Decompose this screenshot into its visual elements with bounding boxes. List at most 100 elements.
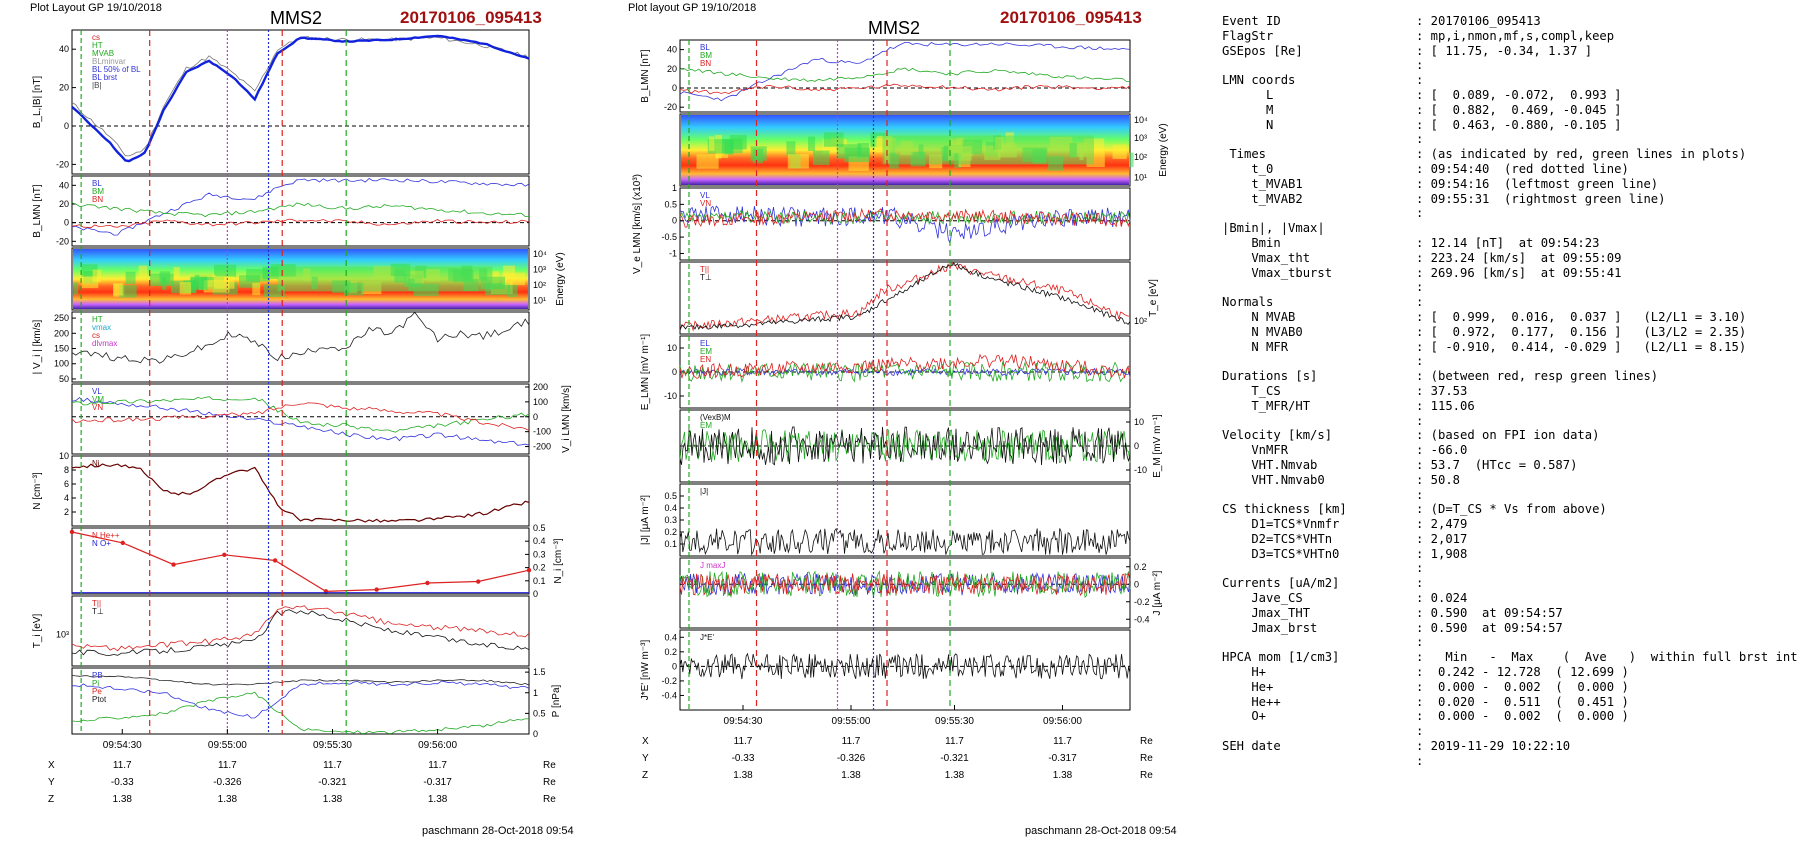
info-value: : 0.000 - 0.002 ( 0.000 ) (1416, 709, 1629, 724)
info-value: : [ 0.999, 0.016, 0.037 ] (L2/L1 = 3.10) (1416, 309, 1747, 324)
series-ni (71, 463, 530, 523)
series-t- (71, 605, 530, 652)
series-bl-brst (71, 34, 530, 163)
y-axis-label: P [nPa] (551, 684, 562, 717)
info-key: T_CS (1222, 383, 1281, 398)
info-value: : 2019-11-29 10:22:10 (1416, 739, 1571, 754)
y-tick-label: -0.4 (1134, 614, 1150, 624)
series-en (679, 353, 1131, 379)
info-value: : 09:54:40 (red dotted line) (1416, 161, 1629, 176)
y-tick-label: 8 (64, 465, 69, 475)
ephem-value: 1.38 (428, 794, 448, 805)
x-tick-label: 09:55:30 (313, 740, 352, 751)
spectrogram-patch (113, 282, 123, 296)
spectrogram-patch (213, 276, 235, 289)
ephem-value: 11.7 (734, 736, 753, 747)
y-axis-label: V_e LMN [km/s] (x10³) (632, 174, 643, 274)
legend-entry: BM (700, 51, 712, 60)
series--vexb-m (679, 426, 1131, 466)
legend-entry: BM (92, 187, 104, 196)
info-key: D1=TCS*Vnmfr (1222, 517, 1340, 532)
x-tick-label: 09:56:00 (418, 740, 457, 751)
info-row: FlagStr: mp,i,nmon,mf,s,compl,keep (1222, 29, 1792, 44)
info-key: t_MVAB2 (1222, 191, 1303, 206)
series-t- (679, 261, 1131, 332)
y-tick-label: 2 (64, 507, 69, 517)
info-row: Normals: (1222, 295, 1792, 310)
info-key: Jmax_brst (1222, 620, 1318, 635)
left-header-event: 20170106_095413 (400, 8, 542, 27)
panel-frame (71, 455, 530, 527)
info-value: : 0.000 - 0.002 ( 0.000 ) (1416, 679, 1629, 694)
series-pi (71, 691, 530, 734)
legend-entry: T|| (700, 265, 709, 274)
y-tick-label: 0.2 (533, 563, 546, 573)
info-row: Currents [uA/m2]: (1222, 576, 1792, 591)
series-ptot (71, 675, 530, 686)
spectrogram-patch (150, 273, 174, 287)
spectrogram-patch (823, 132, 844, 147)
y-tick-label: 10¹ (533, 296, 546, 306)
ephem-value: 11.7 (113, 760, 132, 771)
y-tick-label: 10¹ (1134, 172, 1147, 182)
ephem-unit: Re (543, 794, 556, 805)
y-tick-label: 0 (672, 216, 677, 226)
info-key: Jave_CS (1222, 591, 1303, 606)
info-key: FlagStr (1222, 28, 1274, 43)
info-row: He+: 0.000 - 0.002 ( 0.000 ) (1222, 680, 1792, 695)
info-key: Normals (1222, 295, 1274, 310)
panel-frame (679, 39, 1131, 113)
legend-entry: (VexB)M (700, 413, 731, 422)
legend-entry: VL (92, 387, 102, 396)
y-tick-label: -200 (533, 442, 551, 452)
info-row: t_MVAB1: 09:54:16 (leftmost green line) (1222, 177, 1792, 192)
info-key: Vmax_tht (1222, 250, 1311, 265)
y-tick-label: 10³ (56, 630, 69, 640)
panel-Espec: 10⁴ 10³ 10² 10¹ Energy (eV) (71, 247, 566, 311)
ephem-value: 1.38 (1053, 770, 1073, 781)
y-tick-label: 100 (54, 359, 69, 369)
info-key: N (1222, 117, 1274, 132)
ephem-value: 11.7 (945, 736, 964, 747)
info-value: : (1416, 58, 1424, 73)
info-key: N MFR (1222, 339, 1289, 354)
info-row: : (1222, 754, 1792, 769)
info-key: N MVAB0 (1222, 324, 1303, 339)
series-vl (71, 396, 530, 446)
ephem-value: 11.7 (842, 736, 861, 747)
y-tick-label: 0 (64, 121, 69, 131)
right-footer: paschmann 28-Oct-2018 09:54 (1025, 825, 1177, 837)
series-vm (71, 396, 530, 433)
ephem-value: -0.317 (1048, 753, 1077, 764)
legend-entry: N He++ (92, 531, 120, 540)
info-row: N MVAB0: [ 0.972, 0.177, 0.156 ] (L3/L2 … (1222, 325, 1792, 340)
x-tick-label: 09:55:30 (935, 716, 974, 727)
info-row: : (1222, 206, 1792, 221)
spectrogram-patch (1129, 152, 1134, 168)
legend-entry: T⊥ (700, 273, 712, 282)
panel-N: 2 4 6 8 10 N [cm⁻³] Ni (32, 451, 530, 527)
y-axis-label: |J| [μA m⁻²] (640, 495, 651, 545)
spectrogram-patch (246, 269, 271, 282)
y-tick-label: 0.1 (664, 539, 677, 549)
legend-entry: BN (92, 195, 103, 204)
legend-entry: HT (92, 315, 103, 324)
info-value: : (1416, 280, 1424, 295)
info-value: : (1416, 206, 1424, 221)
info-row: T_MFR/HT: 115.06 (1222, 399, 1792, 414)
info-row: : (1222, 488, 1792, 503)
info-key: L (1222, 87, 1274, 102)
x-tick-label: 09:54:30 (103, 740, 142, 751)
spectrogram-low-flux (882, 135, 1094, 165)
ephem-value: 1.38 (841, 770, 861, 781)
y-tick-label: 0.1 (533, 576, 546, 586)
left-header-mms: MMS2 (270, 8, 323, 28)
info-row: He++: 0.020 - 0.511 ( 0.451 ) (1222, 695, 1792, 710)
info-key: t_MVAB1 (1222, 176, 1303, 191)
info-key: M (1222, 102, 1274, 117)
info-value: : (between red, resp green lines) (1416, 369, 1659, 384)
info-key: t_0 (1222, 161, 1274, 176)
series-t-perp (71, 609, 530, 656)
y-tick-label: 40 (59, 180, 69, 190)
